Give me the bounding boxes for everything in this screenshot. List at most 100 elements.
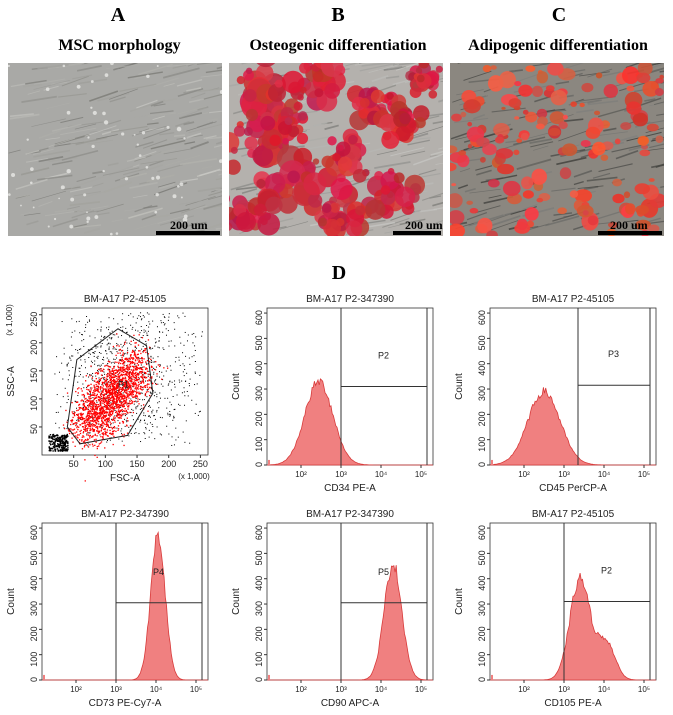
scale-bar-c (598, 231, 662, 235)
lipid-droplet (483, 65, 492, 72)
gated-dot (110, 380, 111, 381)
debris-dot (65, 435, 66, 436)
gated-dot (127, 420, 128, 421)
debris-dot (64, 442, 65, 443)
gated-dot (133, 362, 134, 363)
event-dot (191, 400, 192, 401)
gated-dot (104, 447, 105, 448)
y-tick-label: 0 (477, 677, 487, 682)
gated-dot (101, 368, 102, 369)
event-dot (156, 410, 157, 411)
x-tick-label: 10² (518, 685, 530, 694)
gated-dot (104, 365, 105, 366)
mineral-deposit (244, 127, 253, 136)
gated-dot (112, 395, 113, 396)
event-dot (171, 370, 172, 371)
lipid-droplet (625, 203, 636, 214)
gated-dot (119, 372, 120, 373)
event-dot (80, 374, 81, 375)
gated-dot (103, 415, 104, 416)
gated-dot (149, 374, 150, 375)
gated-dot (108, 426, 109, 427)
gated-dot (139, 384, 140, 385)
event-dot (159, 340, 160, 341)
gated-dot (135, 387, 136, 388)
gated-dot (111, 382, 112, 383)
gated-dot (95, 373, 96, 374)
event-dot (90, 432, 91, 433)
gated-dot (100, 395, 101, 396)
event-dot (81, 334, 82, 335)
event-dot (98, 371, 99, 372)
gated-dot (84, 398, 85, 399)
event-dot (153, 368, 154, 369)
event-dot (95, 376, 96, 377)
gated-dot (125, 373, 126, 374)
gated-dot (84, 405, 85, 406)
gated-dot (117, 353, 118, 354)
event-dot (161, 322, 162, 323)
event-dot (113, 422, 114, 423)
gated-dot (101, 378, 102, 379)
y-tick-label: 600 (254, 525, 264, 540)
lipid-droplet (451, 114, 462, 122)
gated-dot (98, 383, 99, 384)
gated-dot (78, 414, 79, 415)
event-dot (164, 324, 165, 325)
event-dot (194, 345, 195, 346)
event-dot (72, 367, 73, 368)
event-dot (80, 359, 81, 360)
gated-dot (112, 380, 113, 381)
gated-dot (108, 418, 109, 419)
y-tick-label: 600 (254, 310, 264, 325)
event-dot (171, 340, 172, 341)
gated-dot (87, 415, 88, 416)
event-dot (178, 437, 179, 438)
debris-dot (62, 442, 63, 443)
gated-dot (121, 396, 122, 397)
gated-dot (95, 422, 96, 423)
gated-dot (89, 398, 90, 399)
event-dot (141, 349, 142, 350)
gated-dot (116, 407, 117, 408)
y-tick-label: 500 (29, 550, 39, 565)
gated-dot (123, 401, 124, 402)
event-dot (151, 360, 152, 361)
gated-dot (119, 369, 120, 370)
gated-dot (105, 434, 106, 435)
lipid-droplet (513, 150, 519, 155)
gated-dot (134, 342, 135, 343)
gated-dot (102, 433, 103, 434)
event-dot (190, 379, 191, 380)
gated-dot (113, 409, 114, 410)
gated-dot (125, 408, 126, 409)
gated-dot (122, 359, 123, 360)
event-dot (200, 411, 201, 412)
gated-dot (102, 427, 103, 428)
event-dot (124, 353, 125, 354)
lipid-droplet (581, 140, 591, 147)
gated-dot (116, 391, 117, 392)
bright-cell (177, 185, 180, 188)
gated-dot (102, 371, 103, 372)
event-dot (59, 427, 60, 428)
event-dot (107, 440, 108, 441)
event-dot (68, 363, 69, 364)
y-tick-label: 200 (477, 626, 487, 641)
event-dot (145, 341, 146, 342)
event-dot (123, 392, 124, 393)
gated-dot (92, 435, 93, 436)
bright-cell (102, 170, 104, 172)
x-tick-label: 10⁵ (190, 685, 202, 694)
event-dot (77, 350, 78, 351)
event-dot (108, 343, 109, 344)
gated-dot (137, 363, 138, 364)
gated-dot (131, 374, 132, 375)
gated-dot (138, 344, 139, 345)
event-dot (151, 411, 152, 412)
gated-dot (95, 397, 96, 398)
histogram-spike (268, 460, 270, 465)
plot-title: BM-A17 P2-45105 (532, 509, 615, 520)
event-dot (150, 407, 151, 408)
gated-dot (104, 377, 105, 378)
